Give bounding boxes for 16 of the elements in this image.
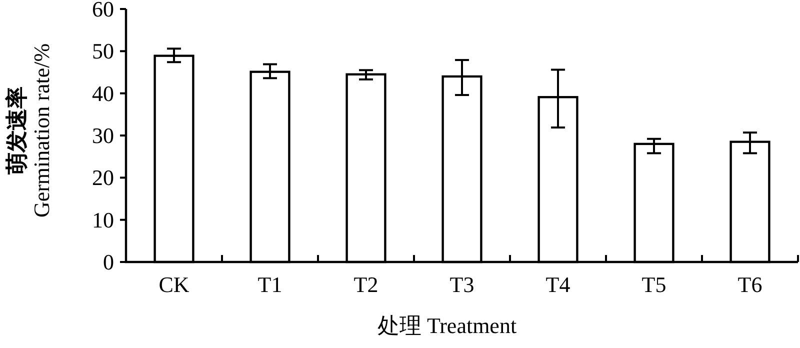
y-tick-label: 20 [92,165,114,190]
y-tick-label: 0 [103,250,114,274]
y-tick-label: 10 [92,207,114,232]
x-tick-label: T6 [738,272,762,297]
x-tick-label: T1 [258,272,282,297]
y-tick-label: 60 [92,0,114,22]
x-tick-label: CK [158,272,190,297]
x-tick-label: T3 [450,272,474,297]
x-axis-title: 处理 Treatment [377,313,517,338]
x-tick-label: T2 [354,272,378,297]
x-tick-label: T5 [642,272,666,297]
y-tick-label: 50 [92,38,114,64]
x-tick-label: T4 [546,272,570,297]
y-tick-label: 40 [92,80,114,106]
y-tick-label: 30 [92,123,114,148]
y-axis-title: 萌发速率 Germination rate/% [4,43,54,218]
